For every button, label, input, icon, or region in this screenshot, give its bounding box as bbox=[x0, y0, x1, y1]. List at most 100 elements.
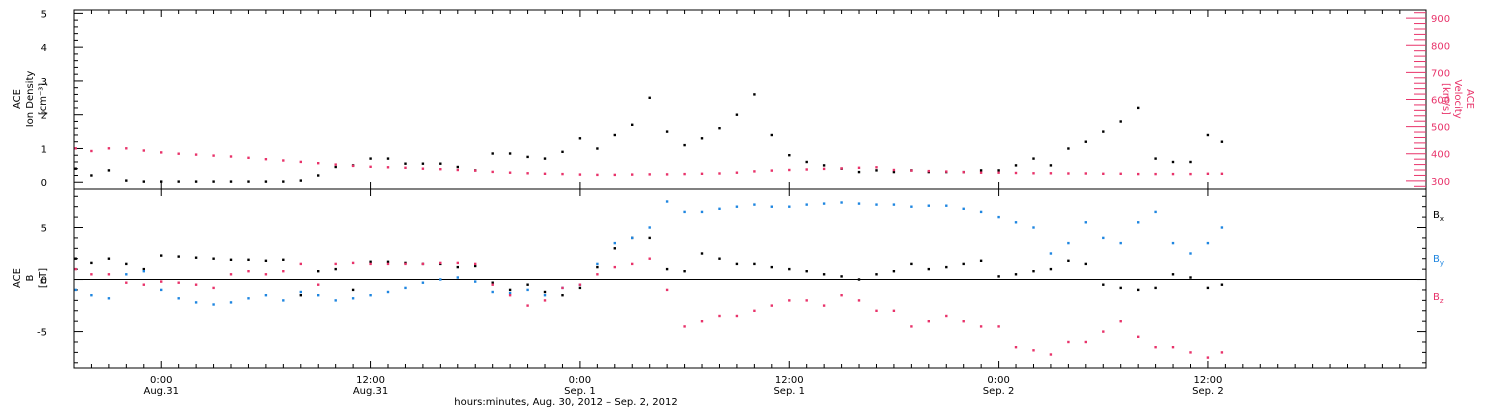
velocity-point bbox=[74, 147, 77, 150]
by-point bbox=[1049, 252, 1053, 255]
density-point bbox=[805, 160, 808, 164]
by-point bbox=[212, 303, 215, 306]
density-point bbox=[1049, 164, 1053, 167]
bz-point bbox=[74, 267, 77, 271]
velocity-tick-label: 900 bbox=[1431, 14, 1450, 25]
bx-point bbox=[543, 290, 547, 294]
density-point bbox=[142, 180, 145, 183]
bz-point bbox=[142, 283, 145, 286]
velocity-point bbox=[596, 173, 599, 177]
density-point bbox=[264, 180, 268, 183]
x-tick-label-time: 0:00 bbox=[987, 375, 1009, 386]
bz-point bbox=[491, 283, 494, 286]
bx-point bbox=[212, 257, 215, 260]
bx-point bbox=[927, 267, 930, 271]
by-point bbox=[229, 301, 233, 304]
density-point bbox=[1171, 160, 1175, 164]
density-tick-label: 4 bbox=[41, 43, 47, 54]
by-point bbox=[805, 203, 808, 206]
velocity-point bbox=[508, 171, 512, 174]
velocity-point bbox=[857, 166, 861, 169]
by-point bbox=[683, 210, 686, 214]
by-point bbox=[1032, 226, 1035, 229]
density-point bbox=[979, 169, 983, 172]
density-point bbox=[543, 157, 547, 160]
velocity-point bbox=[90, 149, 93, 153]
bz-point bbox=[456, 261, 459, 265]
velocity-point bbox=[805, 168, 808, 171]
density-point bbox=[334, 165, 337, 169]
bz-point bbox=[299, 262, 302, 266]
bx-point bbox=[857, 278, 861, 281]
bz-point bbox=[526, 304, 529, 307]
by-point bbox=[945, 204, 948, 207]
bz-point bbox=[1171, 346, 1175, 349]
bx-point bbox=[770, 265, 773, 269]
bx-point bbox=[1067, 259, 1070, 262]
bx-point bbox=[1137, 288, 1140, 292]
by-point bbox=[1014, 221, 1018, 224]
by-point bbox=[386, 290, 390, 294]
density-point bbox=[421, 162, 425, 165]
bx-point bbox=[753, 262, 756, 266]
density-point bbox=[1154, 157, 1157, 160]
velocity-tick-label: 600 bbox=[1431, 96, 1450, 107]
velocity-point bbox=[822, 167, 826, 171]
bz-point bbox=[788, 299, 791, 302]
by-point bbox=[596, 262, 599, 266]
density-point bbox=[997, 169, 1000, 172]
x-tick-label-time: 12:00 bbox=[775, 375, 804, 386]
density-tick-label: 1 bbox=[41, 144, 47, 155]
b-tick-label: -5 bbox=[37, 328, 47, 339]
bx-point bbox=[578, 286, 582, 290]
bz-point bbox=[125, 281, 128, 284]
velocity-point bbox=[927, 169, 930, 173]
density-point bbox=[683, 143, 686, 147]
by-point bbox=[665, 200, 669, 203]
bx-point bbox=[735, 262, 739, 266]
bz-point bbox=[613, 265, 616, 269]
bx-point bbox=[1189, 276, 1192, 279]
velocity-point bbox=[1220, 172, 1224, 175]
bx-point bbox=[1119, 286, 1122, 290]
bx-point bbox=[561, 294, 564, 297]
velocity-point bbox=[1032, 172, 1035, 175]
bz-point bbox=[1049, 353, 1053, 356]
bz-point bbox=[107, 273, 111, 276]
velocity-point bbox=[1154, 172, 1157, 176]
bx-point bbox=[1220, 283, 1224, 286]
by-point bbox=[1189, 252, 1192, 255]
density-point bbox=[648, 96, 651, 99]
velocity-point bbox=[1014, 171, 1018, 175]
by-point bbox=[1137, 221, 1140, 224]
bx-point bbox=[386, 260, 390, 263]
by-point bbox=[1119, 241, 1122, 245]
by-point bbox=[822, 202, 826, 205]
x-tick-label-time: 0:00 bbox=[150, 375, 172, 386]
density-tick-label: 5 bbox=[41, 9, 47, 20]
density-point bbox=[160, 180, 163, 183]
by-point bbox=[90, 294, 93, 297]
legend-by: By bbox=[1433, 254, 1444, 267]
by-point bbox=[962, 207, 965, 210]
bz-point bbox=[631, 262, 634, 266]
velocity-point bbox=[770, 169, 773, 172]
bz-point bbox=[979, 325, 983, 328]
velocity-point bbox=[648, 173, 651, 176]
bx-point bbox=[700, 252, 704, 255]
legend-symbol: B bbox=[1433, 254, 1440, 265]
density-axis-ticks: 0 1 2 3 4 5 bbox=[41, 9, 83, 189]
bz-point bbox=[229, 273, 233, 276]
velocity-point bbox=[578, 173, 582, 176]
velocity-point bbox=[369, 165, 372, 168]
velocity-point bbox=[1067, 172, 1070, 175]
velocity-point bbox=[160, 151, 163, 154]
bx-point bbox=[648, 236, 651, 240]
density-point bbox=[875, 169, 878, 172]
magnetic-field-plot-frame bbox=[73, 188, 1427, 369]
by-point bbox=[753, 203, 756, 206]
velocity-point bbox=[979, 171, 983, 174]
density-point bbox=[299, 179, 302, 182]
